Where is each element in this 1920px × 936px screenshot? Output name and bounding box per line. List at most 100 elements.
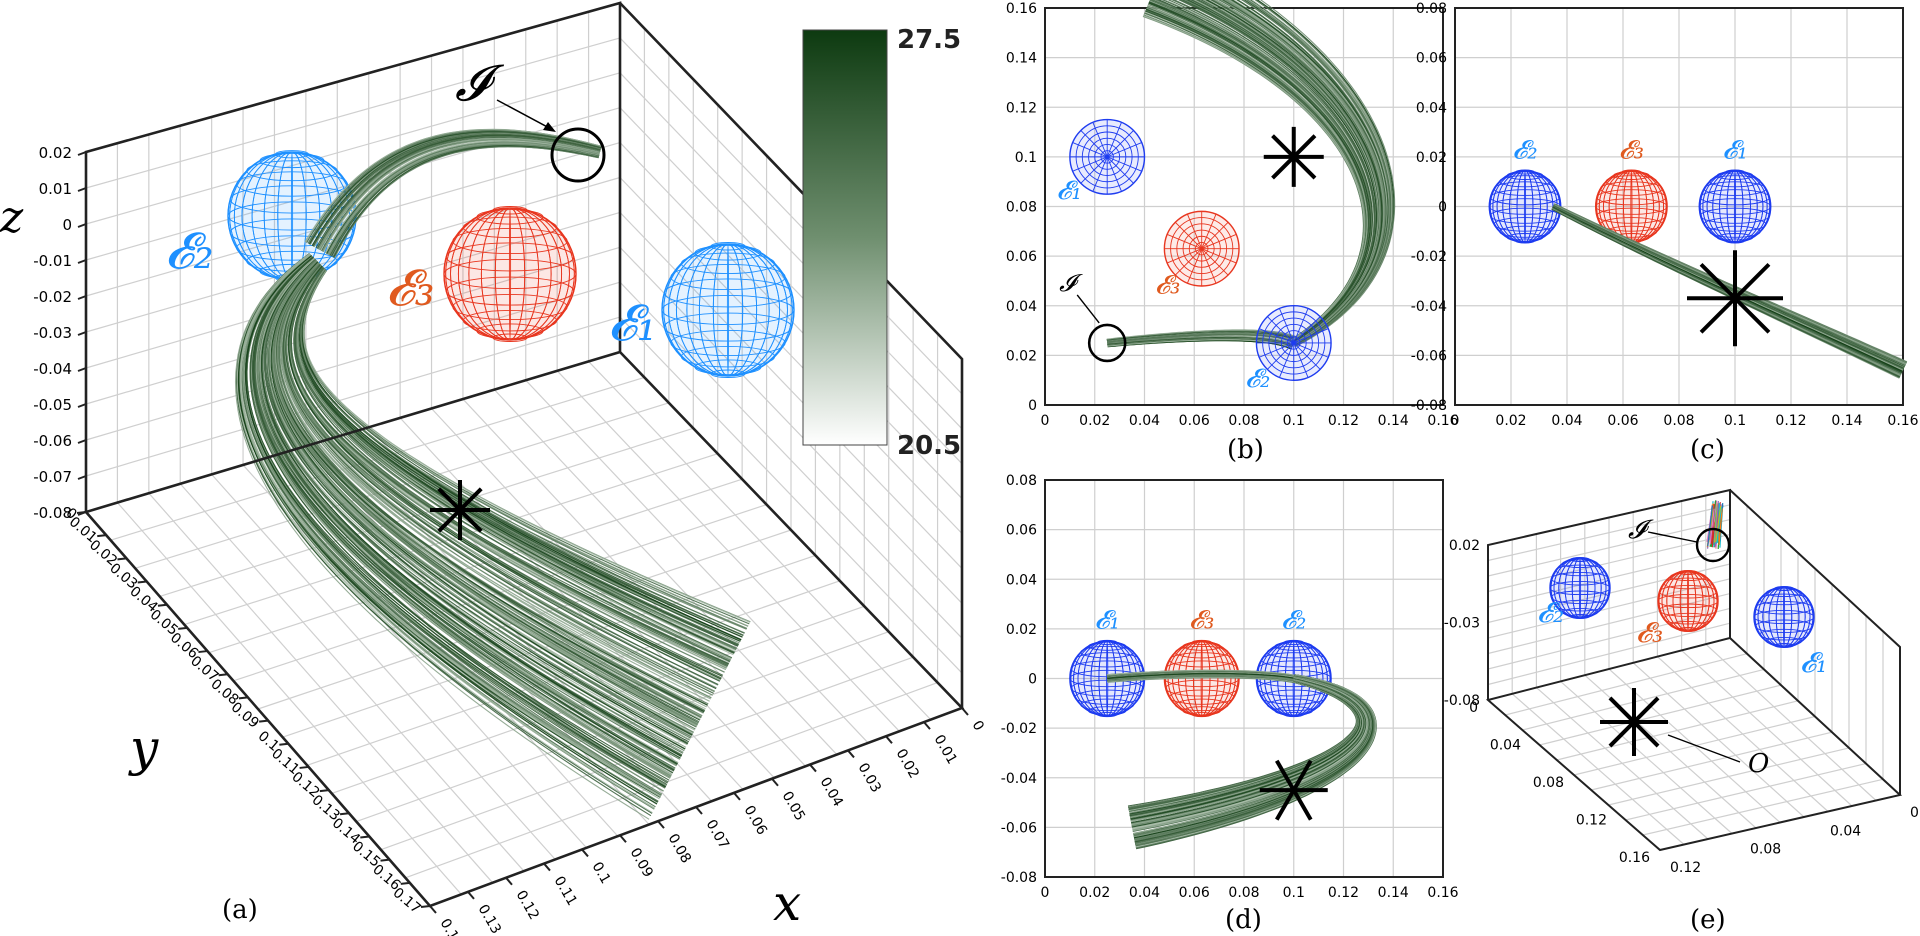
panel-a-lower-trajectory	[288, 265, 721, 682]
panel-a-x-tick	[619, 834, 627, 843]
panel-a-lower-trajectory	[300, 268, 747, 630]
panel-a-z-tick	[77, 187, 87, 192]
panel-a-lower-trajectory	[234, 253, 650, 820]
panel-a-y-tick	[380, 858, 390, 862]
panel-d-sphere-label-e3: 𝓔₃	[1189, 606, 1214, 636]
panel-b-sphere-e1-spoke	[1092, 122, 1108, 158]
panel-a-x-tick	[467, 891, 475, 900]
panel-b: 0 0.02 0.04 0.06 0.08 0.1 0.12 0.14 0.1600.020.0…	[1006, 0, 1459, 465]
panel-a-sphere-e1	[661, 242, 795, 378]
panel-e-gridline	[1560, 680, 1733, 834]
panel-d-y-tick-label: -0.08	[1001, 870, 1037, 886]
panel-a-injection-marker	[550, 127, 606, 183]
panel-b-y-tick-label: 0	[1028, 398, 1037, 414]
panel-c-y-tick-label: 0	[1438, 200, 1447, 216]
panel-a-back-wall-gridline	[85, 176, 621, 333]
panel-e-gridline	[1487, 622, 1731, 686]
panel-b-sphere-label-e1: 𝓔₁	[1057, 176, 1082, 206]
panel-d-upper-trajectory	[1107, 675, 1294, 682]
panel-c-label: (c)	[1690, 435, 1725, 465]
panel-b-sphere-e2-spoke	[1293, 342, 1321, 370]
panel-c-sphere-label-e3: 𝓔₃	[1619, 136, 1644, 166]
panel-b-sphere-e3	[1163, 210, 1240, 287]
panel-b-sphere-e1-spoke	[1106, 156, 1134, 184]
panel-a-x-tick-label: 0	[969, 718, 987, 734]
panel-a-x-tick-label: 0.01	[931, 732, 960, 767]
panel-d-y-tick-label: -0.06	[1001, 820, 1037, 836]
panel-b-sphere-e3-spoke	[1167, 233, 1202, 250]
panel-b-sphere-e1-spoke	[1106, 130, 1134, 158]
panel-d-y-tick-label: 0.02	[1006, 622, 1037, 638]
panel-e-origin-label: O	[1748, 749, 1769, 779]
panel-a-z-tick-label: -0.05	[33, 396, 72, 414]
panel-a-upper-trajectory	[312, 133, 601, 247]
panel-a-lower-trajectory	[276, 262, 702, 718]
panel-a-back-wall-gridline	[85, 281, 621, 441]
panel-c-sphere-label-e2: 𝓔₂	[1512, 136, 1537, 166]
panel-a-z-tick-label: 0.02	[39, 144, 72, 162]
panel-c-axes: 0 0.02 0.04 0.06 0.08 0.1 0.12 0.14 0.16-0.08-0.…	[1411, 1, 1919, 429]
panel-b-trajectory-bundle	[1106, 0, 1396, 350]
panel-e-gridline	[1625, 763, 1867, 821]
panel-d-x-tick-label: 0.1	[1283, 885, 1305, 901]
panel-a-z-tick	[77, 223, 87, 228]
panel-a-z-tick	[77, 295, 87, 300]
panel-c-x-tick-label: 0.04	[1551, 413, 1582, 429]
panel-d-lower-trajectory	[1129, 680, 1361, 817]
panel-a-upper-trajectory	[317, 135, 601, 250]
panel-d: 0 0.02 0.04 0.06 0.08 0.1 0.12 0.14 0.16 -0.08 -0.…	[1001, 473, 1459, 935]
panel-b-injection-marker	[1087, 323, 1127, 363]
panel-b-y-tick-label: 0.02	[1006, 348, 1037, 364]
panel-d-sphere-label-e1: 𝓔₁	[1095, 606, 1120, 636]
panel-b-target-marker-stroke	[1271, 134, 1317, 180]
panel-a-sphere-e3	[443, 206, 577, 342]
panel-d-y-tick-label: 0.04	[1006, 572, 1037, 588]
panel-a-lower-trajectory	[252, 256, 674, 774]
panel-b-x-tick-label: 0.04	[1129, 413, 1160, 429]
panel-b-sphere-e2-spoke	[1259, 342, 1294, 358]
panel-b-y-tick-label: 0.04	[1006, 299, 1037, 315]
panel-a-y-tick-label: 0.17	[390, 885, 424, 917]
panel-a-injection-arrow	[496, 99, 554, 131]
panel-c-sphere-e3	[1595, 169, 1668, 244]
panel-e-label: (e)	[1690, 905, 1726, 935]
panel-a-target-marker-stroke	[437, 487, 483, 533]
panel-a-upper-trajectory	[321, 139, 600, 252]
panel-a-back-wall-gridline	[85, 246, 621, 405]
panel-d-upper-trajectory	[1107, 676, 1294, 683]
panel-a-x-tick	[771, 778, 779, 787]
panel-a-x-tick	[961, 707, 969, 716]
panel-a-frame	[83, 1, 965, 908]
panel-a-x-tick	[657, 820, 665, 829]
panel-e-trajectory	[1707, 505, 1714, 547]
panel-b-y-tick-label: 0.14	[1006, 51, 1037, 67]
panel-a-back-wall-gridline	[85, 37, 621, 189]
panel-a-z-tick-label: -0.08	[33, 504, 72, 522]
panel-a-x-tick-label: 0.12	[513, 888, 542, 923]
panel-e-gridline	[1642, 778, 1884, 836]
panel-b-upper-trajectory	[1178, 0, 1376, 343]
panel-a-back-wall-gridline	[85, 72, 621, 225]
panel-a-lower-trajectory	[236, 253, 656, 809]
panel-b-sphere-e2-spoke	[1293, 342, 1329, 358]
panel-a-x-tick	[885, 735, 893, 744]
panel-a-upper-trajectory	[308, 130, 602, 244]
panel-e-y-tick-label: 0.08	[1750, 842, 1781, 858]
panel-e-z-tick-label: 0.02	[1449, 538, 1480, 554]
panel-d-lower-trajectory	[1128, 681, 1358, 808]
panel-b-sphere-e3-spoke	[1201, 233, 1237, 250]
panel-a-x-tick-label: 0.1	[589, 859, 614, 886]
panel-b-injection-label: 𝓘	[1059, 269, 1083, 297]
panel-b-sphere-e2-spoke	[1293, 308, 1309, 344]
panel-b-sphere-e2-spoke	[1267, 316, 1295, 344]
panel-a-upper-trajectory	[325, 140, 600, 254]
panel-c-x-tick-label: 0.08	[1663, 413, 1694, 429]
panel-d-lower-trajectory	[1132, 677, 1369, 832]
panel-a-z-tick-label: 0.01	[39, 180, 72, 198]
panel-b-sphere-e1-spoke	[1092, 156, 1108, 192]
panel-e-y-tick-label: 0.12	[1670, 860, 1701, 876]
panel-d-lower-trajectory	[1135, 674, 1376, 845]
panel-a-x-tick-label: 0.13	[475, 902, 504, 936]
panel-a-y-tick	[76, 511, 87, 514]
